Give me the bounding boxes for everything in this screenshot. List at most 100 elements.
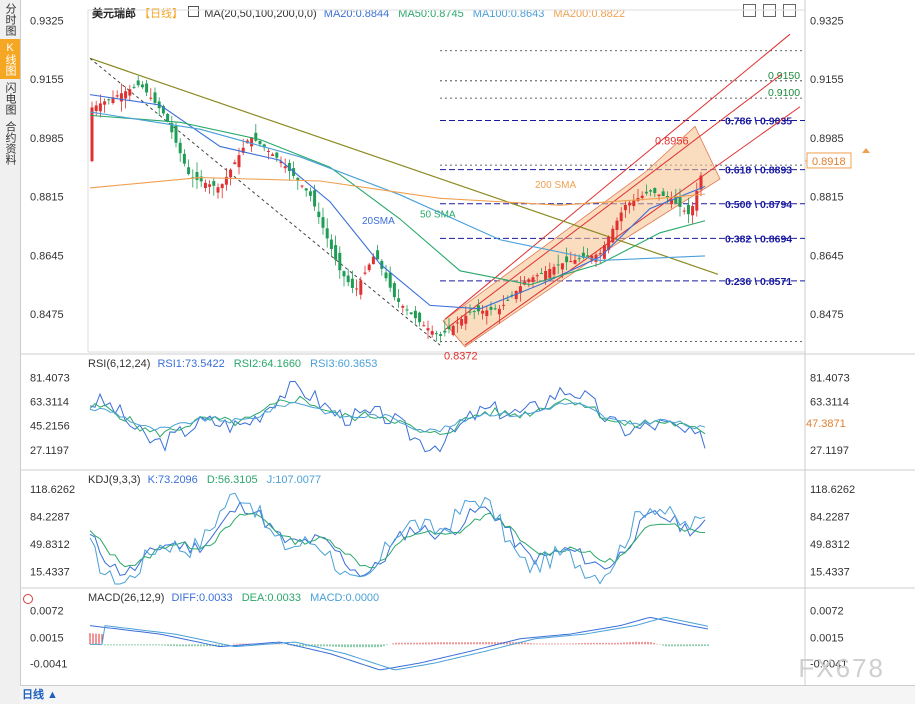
sub-y-tick-label-left: 45.2156 [30,421,70,433]
candle-body [216,187,220,193]
ma50-value: MA50:0.8745 [398,8,464,20]
candle-body [321,217,325,228]
candle-body [577,258,581,260]
candle-body [602,245,606,259]
candle-body [300,185,304,187]
tab-contract-info[interactable]: 合约资料 [4,121,16,165]
candle-body [325,228,329,239]
candle-body [111,97,115,104]
sub-y-tick-label-right: 27.1197 [810,445,849,457]
candle-body [283,166,287,169]
candle-body [443,330,447,333]
k-line [89,501,706,578]
y-tick-label-right: 0.9155 [810,74,844,86]
candle-body [241,147,245,153]
candle-body [271,154,275,156]
sidebar: 分时图 K线图 闪电图 合约资料 [0,0,21,704]
candle-body [308,191,312,196]
candle-body [556,264,560,266]
sub-y-tick-label-left: 27.1197 [30,445,69,457]
y-tick-label-left: 0.8985 [30,133,64,145]
candle-body [422,325,426,327]
macd-header: MACD(26,12,9) DIFF:0.0033 DEA:0.0033 MAC… [88,592,379,604]
sub-y-tick-label-left: 15.4337 [30,567,70,579]
ma20-line [89,94,706,310]
j-value: J:107.0077 [266,474,322,486]
dashed-trend-line [89,57,441,346]
tab-kline[interactable]: K线图 [0,39,20,79]
high-annotation: 0.8956 [655,136,689,148]
candle-body [224,176,228,185]
tab-timeshare[interactable]: 分时图 [4,3,16,36]
candle-body [220,184,224,189]
j-line [89,492,706,585]
candle-body [426,328,430,331]
candle-body [598,253,602,255]
period-button[interactable]: 日线 ▲ [22,689,58,701]
candle-body [350,278,354,288]
candle-body [397,298,401,302]
candle-body [497,308,501,315]
candle-body [149,97,153,99]
candle-body [195,172,199,180]
candle-body [489,306,493,310]
candle-body [266,150,270,152]
dea-value: DEA:0.0033 [241,592,302,604]
candle-body [447,326,451,330]
rsi-current-label: 47.3871 [806,418,846,430]
candle-body [657,194,661,197]
sub-y-tick-label-right: 118.6262 [810,484,855,496]
candle-body [552,266,556,275]
candle-body [695,190,699,211]
candle-body [384,272,388,279]
bottom-bar [20,685,915,704]
candle-body [128,89,132,96]
candle-body [153,92,157,103]
period-selector[interactable]: 【日线】 [139,8,184,20]
candle-body [304,188,308,191]
y-tick-label-left: 0.9325 [30,15,64,27]
candle-body [313,190,317,207]
candle-body [178,142,182,154]
candle-body [678,196,682,207]
candle-body [401,305,405,308]
ma20-value: MA20:0.8844 [323,8,390,20]
current-price-marker-icon [862,147,870,153]
candle-body [182,153,186,164]
candle-body [119,93,123,102]
fib-level-label: 0.786 \ 0.9035 [725,116,792,128]
price-channel [442,125,721,348]
kdj-label: KDJ(9,3,3) [88,474,141,486]
rsi2-line [89,395,706,438]
y-tick-label-left: 0.8645 [30,250,64,262]
rsi2-value: RSI2:64.1660 [233,358,302,370]
candle-body [586,255,590,257]
diff-value: DIFF:0.0033 [171,592,233,604]
candle-body [90,107,94,162]
ref-level-label: 0.9150 [768,70,800,82]
candle-body [527,279,531,283]
candle-body [136,80,140,86]
tab-flash[interactable]: 闪电图 [4,82,16,115]
current-price-label: 0.8918 [812,156,846,168]
candle-body [581,252,585,258]
candle-body [329,239,333,250]
sub-y-tick-label-right: 63.3114 [810,397,849,409]
sub-y-tick-label-left: 84.2287 [30,512,70,524]
candle-body [334,245,338,260]
ma200-line [89,176,706,206]
candle-body [653,188,657,194]
candle-body [208,184,212,187]
candle-body [506,299,510,301]
macd-settings-icon[interactable] [23,594,33,604]
candle-body [199,176,203,182]
candle-body [661,191,665,196]
sub-y-tick-label-left: 63.3114 [30,397,69,409]
rsi3-value: RSI3:60.3653 [310,358,378,370]
candle-body [250,137,254,147]
candle-body [493,308,497,310]
ma50-line [89,114,706,286]
candle-body [342,271,346,277]
rsi1-value: RSI1:73.5422 [157,358,225,370]
candle-body [481,310,485,314]
